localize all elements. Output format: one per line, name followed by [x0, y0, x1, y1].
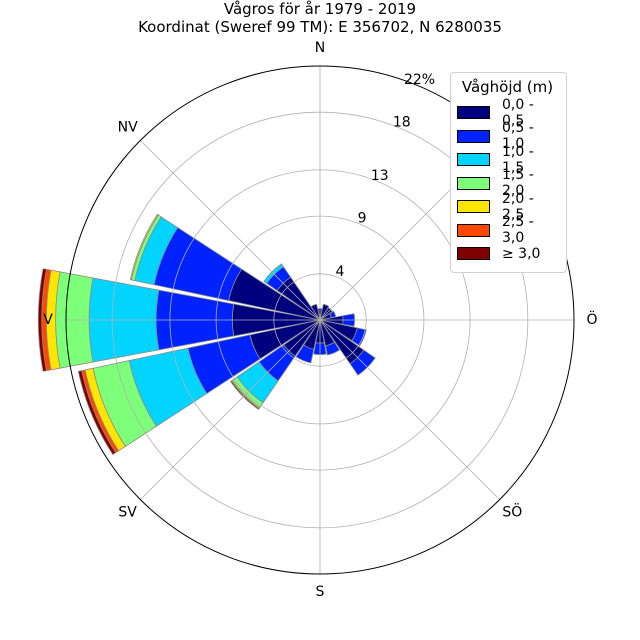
radial-tick-label-13: 13 — [371, 168, 389, 184]
grid-layer — [65, 65, 575, 575]
direction-label-S: S — [316, 584, 325, 600]
legend-label: 2,0 - 2,5 — [502, 190, 534, 223]
radial-tick-label-9: 9 — [358, 210, 367, 226]
chart-title: Vågros för år 1979 - 2019 Koordinat (Swe… — [0, 0, 640, 36]
legend-swatch — [457, 200, 490, 214]
direction-label-SÖ: SÖ — [502, 502, 522, 520]
radial-tick-label-22: 22% — [404, 72, 435, 88]
legend-title: Våghöjd (m) — [461, 78, 554, 96]
bar-sector-3-bin-1 — [329, 310, 337, 319]
legend-label: 2,5 - 3,0 — [502, 214, 534, 247]
legend-label: 0,0 - 0,5 — [502, 96, 534, 129]
radial-tick-label-18: 18 — [393, 114, 411, 130]
direction-label-Ö: Ö — [586, 310, 597, 328]
legend-item: ≥ 3,0 — [457, 242, 558, 266]
grid-spoke-7 — [140, 140, 321, 321]
direction-label-NV: NV — [118, 120, 138, 136]
bar-sector-15-bin-0 — [310, 303, 321, 321]
bar-sector-12-bin-6 — [37, 268, 47, 372]
bar-sector-10-bin-6 — [230, 380, 260, 410]
legend-label: 1,5 - 2,0 — [502, 167, 534, 200]
legend-swatch — [457, 176, 490, 190]
direction-label-V: V — [43, 312, 53, 328]
bar-sector-5-bin-1 — [351, 327, 367, 347]
chart-title-line-1: Vågros för år 1979 - 2019 — [223, 0, 417, 18]
outer-frame — [65, 65, 575, 575]
legend-item: 2,0 - 2,5 — [457, 191, 558, 223]
bar-sector-9-bin-1 — [295, 344, 315, 364]
chart-title-line-2: Koordinat (Sweref 99 TM): E 356702, N 62… — [138, 18, 502, 36]
legend-swatch — [457, 247, 490, 261]
grid-spoke-3 — [319, 319, 500, 500]
bar-sector-7-bin-1 — [325, 341, 341, 356]
direction-label-N: N — [315, 40, 325, 56]
legend-swatch — [457, 223, 490, 237]
legend-item: 1,5 - 2,0 — [457, 167, 558, 199]
radial-tick-label-4: 4 — [336, 264, 345, 280]
direction-label-SV: SV — [118, 504, 137, 520]
legend-item: 0,0 - 0,5 — [457, 97, 558, 129]
legend-item: 1,0 - 1,5 — [457, 144, 558, 176]
legend-label: 0,5 - 1,0 — [502, 120, 534, 153]
legend-item: 2,5 - 3,0 — [457, 214, 558, 246]
legend-items: 0,0 - 0,5 0,5 - 1,0 1,0 - 1,5 1,5 - 2,0 2,0 … — [457, 97, 558, 266]
legend-swatch — [457, 129, 490, 143]
legend-label: ≥ 3,0 — [502, 245, 541, 262]
legend: Våghöjd (m) 0,0 - 0,5 0,5 - 1,0 1,0 - 1,5 1… — [450, 72, 567, 273]
legend-swatch — [457, 106, 490, 120]
bar-sector-11-bin-6 — [77, 370, 117, 456]
legend-item: 0,5 - 1,0 — [457, 120, 558, 152]
legend-label: 1,0 - 1,5 — [502, 143, 534, 176]
legend-swatch — [457, 153, 490, 167]
bar-sector-13-bin-4 — [129, 213, 159, 281]
bar-sector-1-bin-0 — [319, 303, 330, 321]
grid-spoke-5 — [140, 319, 321, 500]
